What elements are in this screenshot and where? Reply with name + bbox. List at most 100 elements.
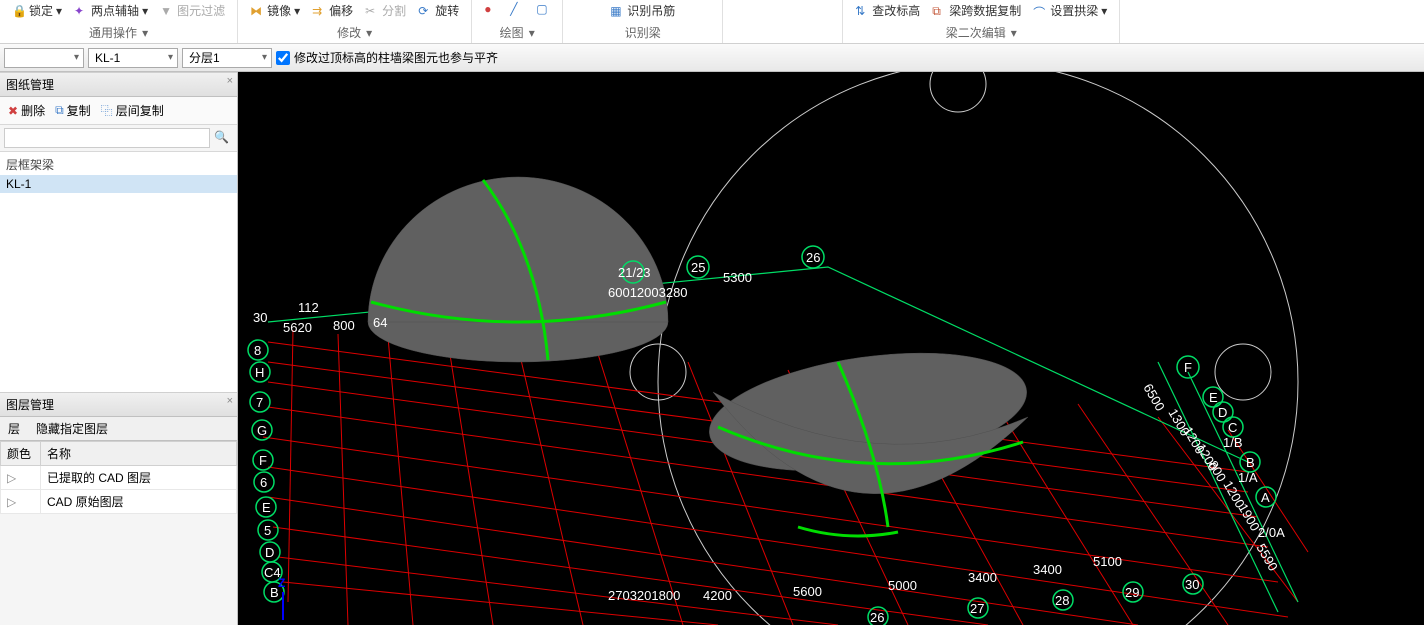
- svg-text:5100: 5100: [1093, 554, 1122, 569]
- offset-button[interactable]: ⇉偏移: [308, 0, 357, 21]
- layer-copy-button[interactable]: ⿻层间复制: [97, 100, 168, 121]
- close-icon[interactable]: ×: [227, 75, 233, 87]
- mirror-icon: ⧓: [250, 4, 264, 18]
- close-icon[interactable]: ×: [227, 395, 233, 407]
- search-row: 🔍: [0, 125, 237, 152]
- expand-icon[interactable]: ▷: [7, 471, 19, 485]
- recognize-hanger-button[interactable]: ▦识别吊筋: [606, 0, 679, 21]
- svg-text:5000: 5000: [888, 578, 917, 593]
- search-icon[interactable]: 🔍: [210, 128, 233, 148]
- svg-text:C: C: [1228, 420, 1237, 435]
- dome-right: [702, 335, 1034, 536]
- main-area: 图纸管理 × ✖删除 ⧉复制 ⿻层间复制 🔍 层框架梁 KL-1 图层管理 ×: [0, 72, 1424, 625]
- check-icon: ⇅: [855, 4, 869, 18]
- rotate-icon: ⟳: [418, 4, 432, 18]
- check-elevation-button[interactable]: ⇅查改标高: [851, 0, 924, 21]
- beam-span-copy-button[interactable]: ⧉梁跨数据复制: [928, 0, 1025, 21]
- ribbon-group-recognize-beam: ▦识别吊筋 识别梁: [563, 0, 723, 43]
- svg-text:112: 112: [298, 300, 319, 315]
- svg-text:30: 30: [1185, 577, 1199, 592]
- element-filter-button[interactable]: ▼图元过滤: [156, 0, 229, 21]
- table-row[interactable]: ▷ 已提取的 CAD 图层: [1, 466, 237, 490]
- svg-text:25: 25: [691, 260, 705, 275]
- delete-button[interactable]: ✖删除: [4, 100, 49, 121]
- svg-text:5300: 5300: [723, 270, 752, 285]
- split-button[interactable]: ✂分割: [361, 0, 410, 21]
- svg-text:60012003280: 60012003280: [608, 285, 688, 300]
- ribbon-group-beam-edit: ⇅查改标高 ⧉梁跨数据复制 ⌒设置拱梁 ▾ 梁二次编辑 ▾: [843, 0, 1120, 43]
- layer-name: CAD 原始图层: [41, 490, 237, 514]
- ribbon-group-label: 通用操作 ▾: [89, 24, 148, 43]
- chevron-down-icon: ▾: [142, 26, 148, 40]
- filter-icon: ▼: [160, 4, 174, 18]
- mirror-button[interactable]: ⧓镜像 ▾: [246, 0, 304, 21]
- offset-icon: ⇉: [312, 4, 326, 18]
- two-point-axis-button[interactable]: ✦两点辅轴 ▾: [70, 0, 152, 21]
- line-icon: ╱: [510, 2, 524, 16]
- ribbon-group-label: 修改 ▾: [337, 24, 372, 43]
- split-icon: ✂: [365, 4, 379, 18]
- tree-item-kl1[interactable]: KL-1: [0, 175, 237, 193]
- svg-text:26: 26: [870, 610, 884, 625]
- tab-hide-layer[interactable]: 隐藏指定图层: [28, 417, 116, 440]
- wireframe-circle-large: [658, 72, 1298, 625]
- svg-text:800: 800: [333, 318, 355, 333]
- point-button[interactable]: ●: [480, 0, 502, 18]
- svg-text:7: 7: [256, 395, 263, 410]
- line-button[interactable]: ╱: [506, 0, 528, 18]
- ribbon-group-spacer: [723, 0, 843, 43]
- dropdown-layer[interactable]: 分层1: [182, 48, 272, 68]
- layer-tabs: 层 隐藏指定图层: [0, 417, 237, 441]
- ribbon-group-label: 绘图 ▾: [500, 24, 535, 43]
- set-arch-beam-button[interactable]: ⌒设置拱梁 ▾: [1029, 0, 1111, 21]
- drawing-panel-header: 图纸管理 ×: [0, 72, 237, 97]
- red-grid: [263, 330, 1308, 625]
- svg-text:6500: 6500: [1140, 381, 1167, 414]
- svg-text:5620: 5620: [283, 320, 312, 335]
- rect-button[interactable]: ▢: [532, 0, 554, 18]
- chevron-down-icon: ▾: [1011, 26, 1017, 40]
- wireframe-circle-top: [930, 72, 986, 112]
- svg-text:28: 28: [1055, 593, 1069, 608]
- layer-table: 颜色 名称 ▷ 已提取的 CAD 图层 ▷ CAD 原始图层: [0, 441, 237, 514]
- rotate-button[interactable]: ⟳旋转: [414, 0, 463, 21]
- vertical-label: 30: [253, 310, 267, 325]
- expand-icon[interactable]: ▷: [7, 495, 19, 509]
- col-name: 名称: [41, 442, 237, 466]
- table-row[interactable]: ▷ CAD 原始图层: [1, 490, 237, 514]
- dropdown-beam-type[interactable]: KL-1: [88, 48, 178, 68]
- viewport-3d[interactable]: 112 5620 800 64 21/23 25 5300 26 6001200…: [238, 72, 1424, 625]
- svg-text:5: 5: [264, 523, 271, 538]
- search-input[interactable]: [4, 128, 210, 148]
- rect-icon: ▢: [536, 2, 550, 16]
- drawing-panel-toolbar: ✖删除 ⧉复制 ⿻层间复制: [0, 97, 237, 125]
- delete-icon: ✖: [8, 104, 18, 118]
- svg-text:Z: Z: [278, 576, 285, 590]
- copy-icon: ⧉: [55, 103, 64, 118]
- align-checkbox[interactable]: [276, 51, 290, 65]
- lock-button[interactable]: 🔒锁定 ▾: [8, 0, 66, 21]
- tree-header[interactable]: 层框架梁: [0, 154, 237, 175]
- panel-title: 图纸管理: [6, 78, 54, 92]
- viewport-svg: 112 5620 800 64 21/23 25 5300 26 6001200…: [238, 72, 1424, 625]
- dropdown-1[interactable]: [4, 48, 84, 68]
- svg-text:26: 26: [806, 250, 820, 265]
- lock-icon: 🔒: [12, 4, 26, 18]
- col-color: 颜色: [1, 442, 41, 466]
- wireframe-circle-right: [1215, 344, 1271, 400]
- tab-layer[interactable]: 层: [0, 417, 28, 440]
- svg-text:1/A: 1/A: [1238, 470, 1258, 485]
- ribbon-group-general: 🔒锁定 ▾ ✦两点辅轴 ▾ ▼图元过滤 通用操作 ▾: [0, 0, 238, 43]
- svg-text:E: E: [1209, 390, 1218, 405]
- svg-text:G: G: [257, 423, 267, 438]
- ribbon-group-label: 梁二次编辑 ▾: [946, 24, 1017, 43]
- layer-panel: 图层管理 × 层 隐藏指定图层 颜色 名称 ▷ 已提取的 CAD 图层: [0, 392, 237, 625]
- chevron-down-icon: ▾: [142, 4, 148, 18]
- beam-icon: ▦: [610, 4, 624, 18]
- chevron-down-icon: ▾: [529, 26, 535, 40]
- ribbon-group-label: 识别梁: [625, 24, 661, 43]
- copy-button[interactable]: ⧉复制: [51, 100, 95, 121]
- copy-icon: ⧉: [932, 4, 946, 18]
- svg-text:B: B: [1246, 455, 1255, 470]
- svg-text:3400: 3400: [968, 570, 997, 585]
